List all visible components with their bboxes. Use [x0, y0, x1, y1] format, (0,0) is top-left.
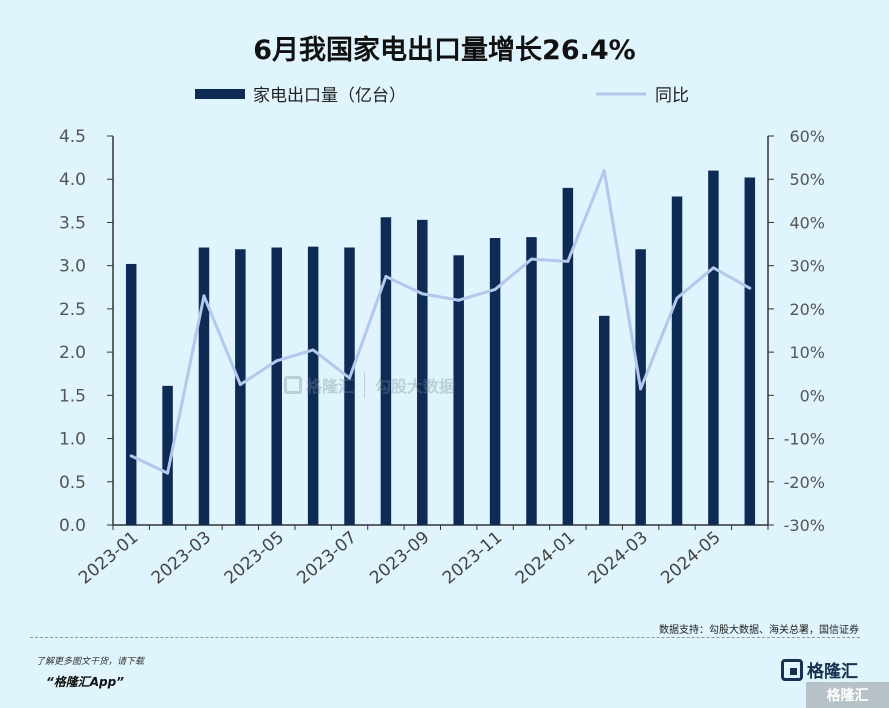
x-axis-tick-label: 2023-09 [366, 528, 433, 589]
gelonghui-logo-icon [781, 658, 803, 681]
watermark: 格隆汇 勾股大数据 [284, 372, 455, 398]
watermark-text-1: 格隆汇 [306, 377, 355, 396]
right-axis-tick-label: 60% [789, 127, 825, 146]
yoy-point-2023-11 [493, 287, 497, 291]
footer-divider [30, 637, 860, 638]
x-axis-tick-label: 2024-05 [657, 528, 724, 589]
x-axis-tick-label: 2024-03 [585, 528, 652, 589]
watermark-text-2: 勾股大数据 [375, 377, 456, 396]
x-axis-tick-label: 2023-05 [221, 528, 288, 589]
bar-2024-06 [744, 177, 756, 525]
bar-2023-10 [453, 255, 464, 525]
yoy-line [130, 169, 751, 475]
yoy-point-2024-03 [639, 387, 643, 391]
right-axis-tick-label: 10% [789, 343, 825, 362]
right-axis-tick-label: 0% [800, 386, 825, 405]
yoy-point-2024-02 [602, 169, 606, 173]
left-axis-tick-label: 4.5 [59, 127, 86, 147]
bar-2023-07 [344, 247, 355, 525]
yoy-point-2023-06 [311, 348, 315, 352]
x-axis-tick-label: 2023-03 [148, 528, 215, 589]
yoy-point-2024-05 [711, 266, 715, 270]
yoy-point-2024-06 [748, 286, 752, 290]
chart-svg: 家电出口量（亿台） 同比 0.0 0.5 1.0 1.5 2.0 2.5 3.0 3.5 4.0 4.… [59, 86, 825, 589]
left-axis-tick-label: 4.0 [59, 170, 86, 190]
right-axis-tick-label: 50% [789, 170, 825, 189]
yoy-point-2023-04 [238, 383, 242, 387]
bar-2023-06 [307, 246, 319, 525]
bar-2023-01 [125, 263, 137, 525]
yoy-point-2024-01 [566, 259, 570, 263]
promo-line-1: 了解更多图文干货，请下载 [36, 657, 145, 667]
yoy-point-2023-01 [129, 454, 133, 458]
yoy-point-2023-09 [420, 292, 424, 296]
corner-watermark: 格隆汇 [806, 682, 889, 708]
bar-2023-03 [198, 247, 210, 525]
yoy-point-2023-12 [529, 257, 533, 261]
left-axis-tick-label: 0.0 [59, 516, 86, 536]
yoy-point-2024-04 [675, 296, 679, 300]
bar-2024-01 [562, 187, 574, 525]
watermark-separator [364, 372, 366, 398]
left-axis-tick-label: 1.5 [59, 386, 86, 406]
right-axis-tick-label: -10% [784, 430, 825, 449]
yoy-point-2023-07 [348, 376, 352, 380]
gelonghui-logo-icon [284, 376, 302, 394]
bar-2023-08 [380, 217, 392, 525]
bar-2023-02 [162, 385, 173, 525]
bar-2023-04 [235, 249, 246, 525]
bar-2024-04 [671, 196, 683, 525]
left-axis-tick-label: 1.0 [59, 430, 86, 450]
yoy-point-2023-08 [384, 274, 388, 278]
bar-2023-12 [526, 237, 537, 525]
right-axis-tick-label: 40% [789, 213, 825, 232]
left-axis-tick-label: 2.5 [59, 300, 86, 320]
yoy-point-2023-10 [457, 298, 461, 302]
yoy-point-2023-05 [275, 359, 279, 363]
right-axis-tick-label: 20% [789, 300, 825, 319]
bar-2023-05 [271, 247, 282, 525]
right-axis-tick-label: -30% [784, 516, 825, 535]
legend-bar-swatch [195, 89, 245, 99]
right-axis-tick-label: -20% [784, 473, 825, 492]
chart-title: 6月我国家电出口量增长26.4% [253, 35, 636, 66]
left-axis-tick-label: 3.5 [59, 213, 86, 233]
bar-2024-02 [599, 315, 610, 525]
legend-line-label: 同比 [655, 86, 689, 106]
x-axis-tick-label: 2023-07 [293, 528, 360, 589]
brand-logo-text: 格隆汇 [807, 662, 858, 682]
left-axis-tick-label: 0.5 [59, 473, 86, 493]
yoy-point-2023-03 [202, 294, 206, 298]
brand-logo[interactable]: 格隆汇 [781, 657, 858, 682]
bar-2023-09 [417, 219, 428, 525]
right-axis-tick-label: 30% [789, 257, 825, 276]
x-axis-tick-label: 2024-01 [512, 528, 579, 589]
bar-2024-05 [708, 170, 719, 526]
left-axis-tick-label: 3.0 [59, 257, 86, 277]
yoy-point-2023-02 [166, 471, 170, 475]
data-source: 数据支持：勾股大数据、海关总署，国信证券 [659, 625, 859, 636]
x-axis-tick-label: 2023-01 [75, 528, 142, 589]
promo-line-2: “格隆汇App” [46, 675, 124, 689]
bar-2023-11 [489, 238, 501, 525]
left-axis-tick-label: 2.0 [59, 343, 86, 363]
x-axis-tick-label: 2023-11 [439, 528, 506, 589]
legend-bar-label: 家电出口量（亿台） [253, 86, 406, 106]
